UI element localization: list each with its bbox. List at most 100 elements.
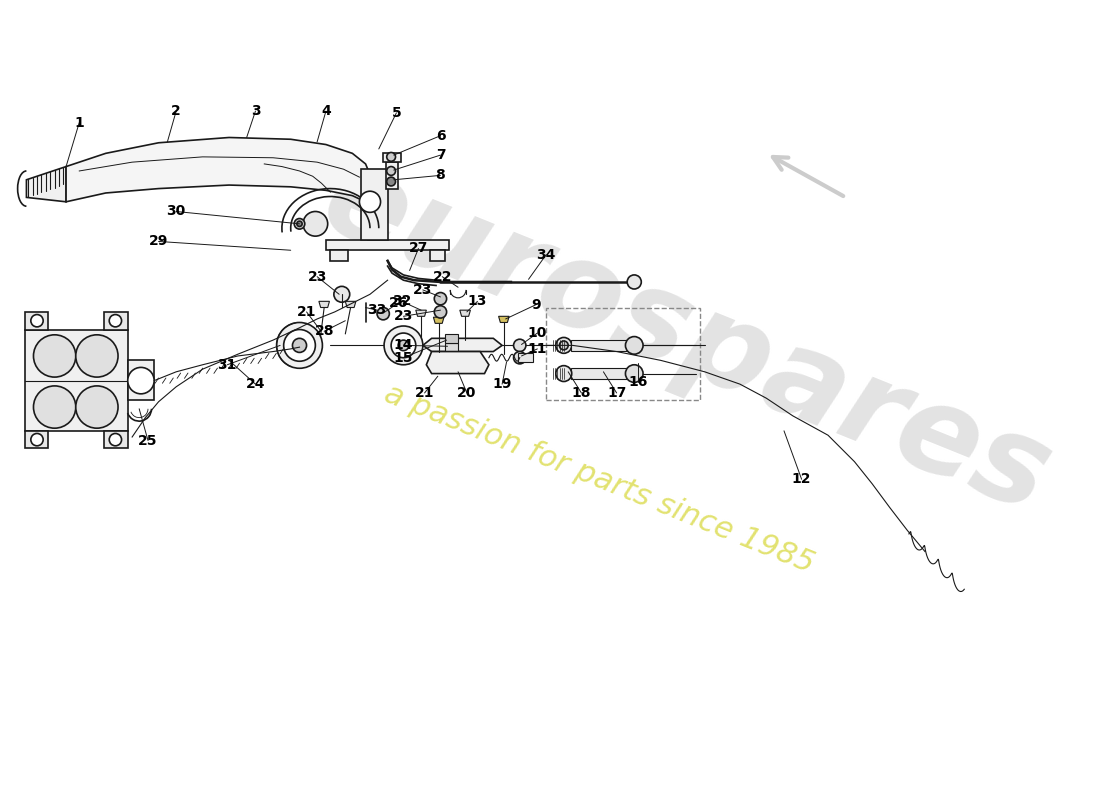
Circle shape <box>377 307 389 320</box>
Text: 23: 23 <box>307 270 327 284</box>
Circle shape <box>626 365 644 382</box>
Circle shape <box>387 166 396 175</box>
Polygon shape <box>368 174 378 240</box>
Text: 34: 34 <box>537 248 556 262</box>
Polygon shape <box>427 351 488 374</box>
Circle shape <box>297 221 302 226</box>
Circle shape <box>76 386 118 428</box>
Polygon shape <box>571 368 635 379</box>
Polygon shape <box>444 342 458 351</box>
Text: 32: 32 <box>392 294 411 308</box>
Circle shape <box>33 386 76 428</box>
Text: 28: 28 <box>315 324 334 338</box>
Text: 1: 1 <box>75 115 85 130</box>
Polygon shape <box>26 166 66 202</box>
Polygon shape <box>103 312 128 330</box>
Text: 11: 11 <box>528 342 547 356</box>
Circle shape <box>76 335 118 377</box>
Circle shape <box>276 322 322 368</box>
Text: 21: 21 <box>297 305 317 319</box>
Text: 2: 2 <box>172 104 182 118</box>
Circle shape <box>514 351 526 364</box>
Text: 18: 18 <box>572 386 591 400</box>
Polygon shape <box>361 170 387 240</box>
Circle shape <box>627 275 641 289</box>
Polygon shape <box>416 310 427 316</box>
Text: 8: 8 <box>436 168 446 182</box>
Polygon shape <box>386 162 398 189</box>
Text: 30: 30 <box>166 205 186 218</box>
Polygon shape <box>383 154 400 162</box>
Polygon shape <box>433 317 444 323</box>
Circle shape <box>434 293 447 305</box>
Circle shape <box>556 338 572 354</box>
Text: 5: 5 <box>392 106 402 120</box>
Circle shape <box>33 335 76 377</box>
Text: 22: 22 <box>432 270 452 284</box>
Text: 10: 10 <box>528 326 547 340</box>
Polygon shape <box>24 431 48 449</box>
Polygon shape <box>24 312 48 330</box>
Circle shape <box>398 340 409 350</box>
Circle shape <box>514 339 526 351</box>
Circle shape <box>387 177 396 186</box>
Text: 9: 9 <box>531 298 540 312</box>
Text: 7: 7 <box>436 148 446 162</box>
Polygon shape <box>326 240 449 250</box>
Circle shape <box>360 191 381 212</box>
Text: 12: 12 <box>792 472 812 486</box>
Text: 33: 33 <box>367 303 387 317</box>
Text: 13: 13 <box>468 294 487 308</box>
Circle shape <box>387 153 396 162</box>
Polygon shape <box>571 340 635 350</box>
Circle shape <box>294 218 305 229</box>
Circle shape <box>109 434 122 446</box>
Polygon shape <box>518 354 532 362</box>
Polygon shape <box>430 250 444 261</box>
Circle shape <box>302 211 328 236</box>
Text: 25: 25 <box>139 434 157 447</box>
Circle shape <box>384 326 422 365</box>
Polygon shape <box>422 338 502 351</box>
Text: 14: 14 <box>394 338 414 352</box>
Circle shape <box>392 333 416 358</box>
Circle shape <box>31 314 43 327</box>
Text: eurospares: eurospares <box>307 139 1067 538</box>
Circle shape <box>31 434 43 446</box>
Text: 6: 6 <box>436 129 446 142</box>
Polygon shape <box>444 334 458 342</box>
Text: 29: 29 <box>148 234 168 249</box>
Text: 31: 31 <box>218 358 236 372</box>
Text: 26: 26 <box>388 296 408 310</box>
Text: 3: 3 <box>251 104 261 118</box>
Polygon shape <box>319 302 330 307</box>
Polygon shape <box>66 138 370 208</box>
Circle shape <box>128 367 154 394</box>
Text: 24: 24 <box>245 377 265 391</box>
Circle shape <box>556 366 572 382</box>
Circle shape <box>284 330 316 362</box>
Text: 27: 27 <box>409 242 428 255</box>
Bar <box>547 307 701 400</box>
Text: 20: 20 <box>458 386 476 400</box>
Polygon shape <box>498 316 509 322</box>
Text: 19: 19 <box>493 377 512 391</box>
Text: 23: 23 <box>414 283 432 297</box>
Text: 16: 16 <box>628 375 648 390</box>
Polygon shape <box>460 310 471 316</box>
Circle shape <box>560 341 569 350</box>
Polygon shape <box>103 431 128 449</box>
Circle shape <box>109 314 122 327</box>
Circle shape <box>626 337 644 354</box>
Text: 21: 21 <box>415 386 434 400</box>
Text: 17: 17 <box>607 386 626 400</box>
Text: 23: 23 <box>394 310 414 323</box>
Circle shape <box>293 338 307 353</box>
Circle shape <box>434 306 447 318</box>
Text: a passion for parts since 1985: a passion for parts since 1985 <box>379 379 818 579</box>
Polygon shape <box>128 360 154 400</box>
Polygon shape <box>330 250 348 261</box>
Circle shape <box>334 286 350 302</box>
Polygon shape <box>24 330 128 431</box>
Text: 15: 15 <box>394 350 414 365</box>
